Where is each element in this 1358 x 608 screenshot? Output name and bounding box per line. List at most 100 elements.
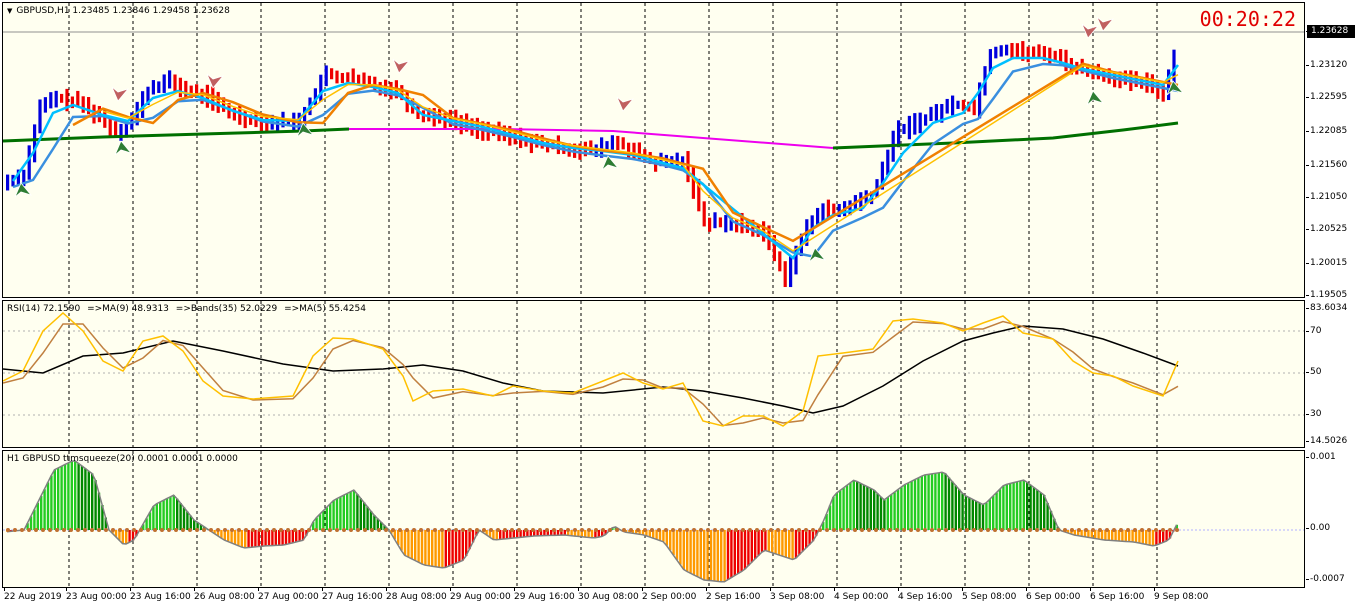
squeeze-dot	[524, 528, 528, 532]
momentum-bar-positive	[196, 522, 199, 530]
momentum-bar-negative	[788, 530, 791, 559]
axis-tick	[770, 588, 771, 591]
squeeze-panel[interactable]: H1 GBPUSD ttmsqueeze(20) 0.0001 0.0001 0…	[2, 450, 1305, 588]
squeeze-dot	[923, 528, 927, 532]
bear-bar	[1059, 49, 1063, 64]
squeeze-dot	[986, 528, 990, 532]
momentum-bar-negative	[645, 530, 648, 536]
bear-bar	[778, 251, 782, 272]
momentum-bar-negative	[665, 530, 668, 546]
momentum-bar-positive	[941, 472, 944, 530]
time-label: 30 Aug 08:00	[578, 592, 639, 602]
momentum-bar-positive	[104, 517, 107, 530]
momentum-bar-negative	[441, 530, 444, 568]
squeeze-dot	[97, 528, 101, 532]
momentum-bar-positive	[74, 460, 77, 530]
time-label: 6 Sep 16:00	[1090, 592, 1145, 602]
axis-tick	[450, 588, 451, 591]
squeeze-dot	[1035, 528, 1039, 532]
time-label: 4 Sep 16:00	[898, 592, 953, 602]
squeeze-dot	[321, 528, 325, 532]
momentum-bar-negative	[505, 530, 509, 539]
squeeze-dot	[48, 528, 52, 532]
momentum-bar-negative	[131, 530, 135, 541]
momentum-bar-negative	[716, 530, 719, 582]
bear-bar	[735, 218, 739, 233]
momentum-bar-negative	[1080, 530, 1083, 537]
bear-bar	[826, 199, 830, 219]
momentum-bar-negative	[1128, 530, 1131, 542]
squeeze-dot	[1084, 528, 1088, 532]
momentum-bar-positive	[958, 489, 961, 530]
momentum-bar-negative	[230, 530, 233, 543]
momentum-bar-positive	[29, 516, 33, 530]
momentum-bar-negative	[431, 530, 434, 567]
momentum-bar-positive	[179, 503, 182, 530]
bear-bar	[249, 114, 253, 125]
momentum-bar-negative	[1134, 530, 1138, 543]
momentum-bar-positive	[36, 502, 39, 530]
momentum-bar-positive	[845, 485, 849, 530]
squeeze-dot	[1154, 528, 1158, 532]
time-label: 27 Aug 16:00	[322, 592, 383, 602]
current-price-label: 1.23628	[1307, 25, 1355, 38]
momentum-bar-negative	[1094, 530, 1097, 539]
bull-bar	[119, 123, 123, 141]
dropdown-triangle-icon[interactable]: ▼	[7, 7, 13, 15]
squeeze-dot	[979, 528, 983, 532]
squeeze-dot	[909, 528, 913, 532]
squeeze-dot	[489, 528, 493, 532]
momentum-bar-negative	[550, 530, 553, 536]
momentum-bar-positive	[1032, 487, 1036, 530]
momentum-bar-negative	[454, 530, 458, 564]
momentum-bar-negative	[556, 530, 560, 536]
squeeze-dot	[867, 528, 871, 532]
bear-bar	[87, 97, 91, 115]
momentum-bar-negative	[553, 530, 556, 536]
momentum-bar-positive	[363, 502, 366, 530]
momentum-bar-positive	[145, 518, 148, 530]
bear-bar	[1161, 85, 1165, 102]
squeeze-dot	[1049, 528, 1053, 532]
bear-bar	[529, 133, 533, 154]
rsi-panel[interactable]: RSI(14) 72.1590 =>MA(9) 48.9313 =>Bands(…	[2, 300, 1305, 448]
bull-bar	[816, 207, 820, 227]
squeeze-dot	[244, 528, 248, 532]
momentum-bar-negative	[696, 530, 699, 577]
bull-bar	[934, 104, 938, 121]
squeeze-dot	[1063, 528, 1067, 532]
squeeze-dot	[90, 528, 94, 532]
axis-tick	[322, 588, 323, 591]
momentum-bar-positive	[890, 494, 893, 530]
rsi-ma-value: =>MA(9) 48.9313	[87, 304, 169, 314]
bear-bar	[751, 219, 755, 237]
bear-bar	[637, 142, 641, 160]
momentum-bar-negative	[458, 530, 461, 562]
squeeze-dot	[461, 528, 465, 532]
momentum-bar-positive	[917, 477, 920, 530]
bear-bar	[346, 72, 350, 84]
momentum-bar-positive	[329, 504, 332, 530]
momentum-bar-negative	[288, 530, 291, 544]
bear-bar	[832, 203, 836, 217]
bear-bar	[173, 74, 177, 92]
time-label: 4 Sep 00:00	[834, 592, 889, 602]
squeeze-dot	[111, 528, 115, 532]
squeeze-dot	[307, 528, 311, 532]
price-chart-panel[interactable]: ▼ GBPUSD,H1 1.23485 1.23846 1.29458 1.236…	[2, 2, 1305, 298]
momentum-bar-positive	[873, 490, 876, 530]
momentum-bar-negative	[264, 530, 267, 546]
momentum-bar-positive	[1043, 495, 1046, 530]
axis-label: 1.21560	[1310, 160, 1348, 170]
momentum-bar-negative	[1162, 530, 1165, 543]
axis-label: 1.22595	[1310, 92, 1348, 102]
bear-bar	[686, 151, 690, 183]
bear-bar	[362, 72, 366, 86]
axis-tick	[1306, 165, 1309, 166]
momentum-bar-negative	[468, 530, 471, 550]
momentum-bar-negative	[703, 530, 706, 580]
momentum-bar-positive	[866, 486, 869, 530]
axis-tick	[1306, 441, 1309, 442]
rsi-bands-line	[3, 325, 1179, 414]
bear-bar	[265, 115, 269, 133]
